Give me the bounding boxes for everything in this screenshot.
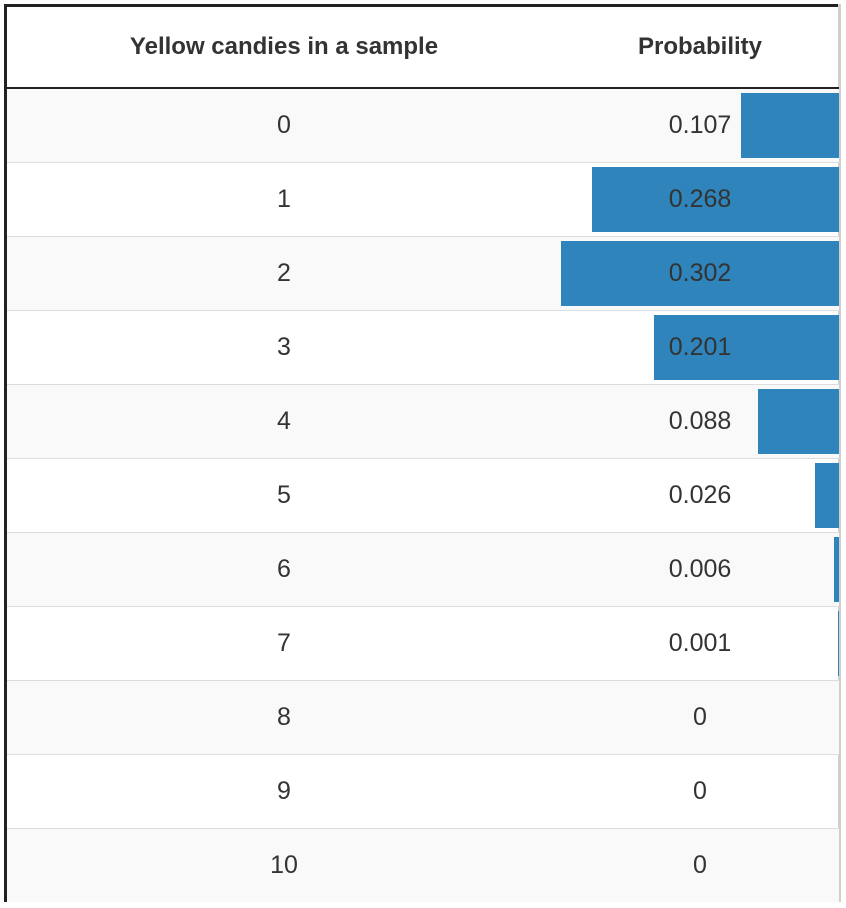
count-cell: 6 (7, 532, 561, 607)
probability-cell: 0 (561, 754, 839, 829)
column-header-count[interactable]: Yellow candies in a sample (7, 7, 561, 89)
count-cell: 1 (7, 162, 561, 237)
header-row: Yellow candies in a sample Probability (7, 7, 839, 89)
table-row: 10 0 (7, 828, 839, 902)
probability-value: 0.006 (668, 555, 732, 583)
table-row: 3 0.201 (7, 310, 839, 385)
scroll-edge (838, 4, 841, 902)
probability-cell: 0.088 (561, 384, 839, 459)
probability-value: 0 (693, 851, 707, 879)
count-cell: 4 (7, 384, 561, 459)
table-row: 1 0.268 (7, 162, 839, 237)
count-cell: 2 (7, 236, 561, 311)
column-header-probability[interactable]: Probability (561, 7, 839, 89)
count-cell: 8 (7, 680, 561, 755)
probability-bar (592, 167, 839, 232)
probability-bar (758, 389, 839, 454)
table-row: 6 0.006 (7, 532, 839, 607)
probability-bar (838, 611, 839, 676)
probability-bar (833, 537, 839, 602)
probability-bar (740, 93, 839, 158)
table-row: 2 0.302 (7, 236, 839, 311)
probability-cell: 0 (561, 828, 839, 902)
probability-cell: 0.302 (561, 236, 839, 311)
probability-bar (561, 241, 839, 306)
table-body: 0 0.107 1 0.268 2 0.302 3 0.201 4 0.088 5 0.026 6 0.0… (7, 87, 839, 902)
probability-value: 0.302 (668, 259, 732, 287)
probability-cell: 0.006 (561, 532, 839, 607)
probability-value: 0 (693, 703, 707, 731)
table-row: 0 0.107 (7, 87, 839, 163)
count-cell: 9 (7, 754, 561, 829)
table-row: 5 0.026 (7, 458, 839, 533)
probability-cell: 0.001 (561, 606, 839, 681)
count-cell: 5 (7, 458, 561, 533)
probability-value: 0.107 (668, 111, 732, 139)
probability-bar (654, 315, 839, 380)
probability-value: 0.001 (668, 629, 732, 657)
probability-bar (815, 463, 839, 528)
probability-cell: 0.201 (561, 310, 839, 385)
table-row: 7 0.001 (7, 606, 839, 681)
table-row: 4 0.088 (7, 384, 839, 459)
probability-cell: 0 (561, 680, 839, 755)
probability-cell: 0.268 (561, 162, 839, 237)
probability-value: 0 (693, 777, 707, 805)
count-cell: 10 (7, 828, 561, 902)
probability-value: 0.201 (668, 333, 732, 361)
count-cell: 3 (7, 310, 561, 385)
count-cell: 0 (7, 87, 561, 163)
probability-value: 0.268 (668, 185, 732, 213)
probability-value: 0.026 (668, 481, 732, 509)
probability-value: 0.088 (668, 407, 732, 435)
count-cell: 7 (7, 606, 561, 681)
probability-table: Yellow candies in a sample Probability 0… (7, 7, 839, 902)
probability-cell: 0.026 (561, 458, 839, 533)
probability-cell: 0.107 (561, 87, 839, 163)
